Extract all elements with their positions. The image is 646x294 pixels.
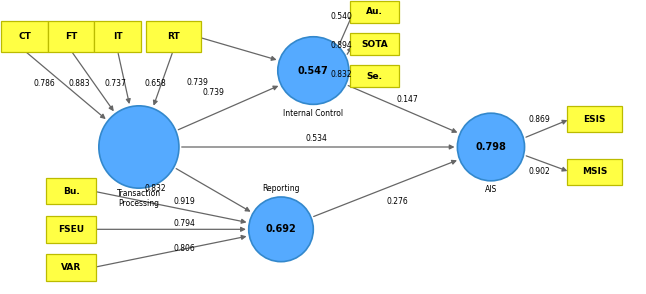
Text: 0.276: 0.276 <box>386 197 408 206</box>
Text: 0.739: 0.739 <box>186 78 208 87</box>
Text: ESIS: ESIS <box>583 115 605 123</box>
FancyBboxPatch shape <box>146 21 200 52</box>
Text: 0.832: 0.832 <box>144 184 166 193</box>
Text: 0.806: 0.806 <box>173 244 195 253</box>
Text: SOTA: SOTA <box>361 40 388 49</box>
Text: AIS: AIS <box>485 185 497 194</box>
FancyBboxPatch shape <box>1 21 48 52</box>
Text: 0.658: 0.658 <box>144 79 166 88</box>
Text: VAR: VAR <box>61 263 81 272</box>
Text: 0.534: 0.534 <box>306 134 328 143</box>
Text: 0.798: 0.798 <box>475 142 506 152</box>
Ellipse shape <box>278 37 349 104</box>
Text: CT: CT <box>18 32 31 41</box>
Text: 0.883: 0.883 <box>68 79 90 88</box>
Text: 0.692: 0.692 <box>266 224 297 234</box>
Text: 0.547: 0.547 <box>298 66 329 76</box>
Text: 0.540: 0.540 <box>330 12 352 21</box>
FancyBboxPatch shape <box>350 1 399 23</box>
Text: 0.739: 0.739 <box>202 88 224 97</box>
FancyBboxPatch shape <box>567 159 621 185</box>
FancyBboxPatch shape <box>350 33 399 55</box>
Text: 0.894: 0.894 <box>330 41 352 50</box>
Text: FSEU: FSEU <box>58 225 84 234</box>
FancyBboxPatch shape <box>94 21 141 52</box>
Text: Internal Control: Internal Control <box>283 109 344 118</box>
FancyBboxPatch shape <box>46 254 96 281</box>
Text: Transaction
Processing: Transaction Processing <box>117 189 161 208</box>
Text: Au.: Au. <box>366 7 383 16</box>
Text: Reporting: Reporting <box>262 184 300 193</box>
Text: 0.832: 0.832 <box>330 71 352 79</box>
Text: 0.786: 0.786 <box>33 79 55 88</box>
Text: 0.147: 0.147 <box>396 96 418 104</box>
Ellipse shape <box>249 197 313 262</box>
Text: 0.919: 0.919 <box>173 197 195 206</box>
Text: RT: RT <box>167 32 180 41</box>
FancyBboxPatch shape <box>46 178 96 204</box>
Text: Bu.: Bu. <box>63 187 79 196</box>
FancyBboxPatch shape <box>350 66 399 88</box>
Text: IT: IT <box>113 32 122 41</box>
FancyBboxPatch shape <box>567 106 621 132</box>
Ellipse shape <box>99 106 179 188</box>
Text: 0.794: 0.794 <box>173 219 195 228</box>
FancyBboxPatch shape <box>48 21 94 52</box>
FancyBboxPatch shape <box>46 216 96 243</box>
Text: FT: FT <box>65 32 78 41</box>
Ellipse shape <box>457 113 525 181</box>
Text: 0.737: 0.737 <box>104 79 126 88</box>
Text: 0.902: 0.902 <box>528 168 550 176</box>
Text: Se.: Se. <box>367 72 382 81</box>
Text: 0.869: 0.869 <box>528 115 550 123</box>
Text: MSIS: MSIS <box>581 168 607 176</box>
